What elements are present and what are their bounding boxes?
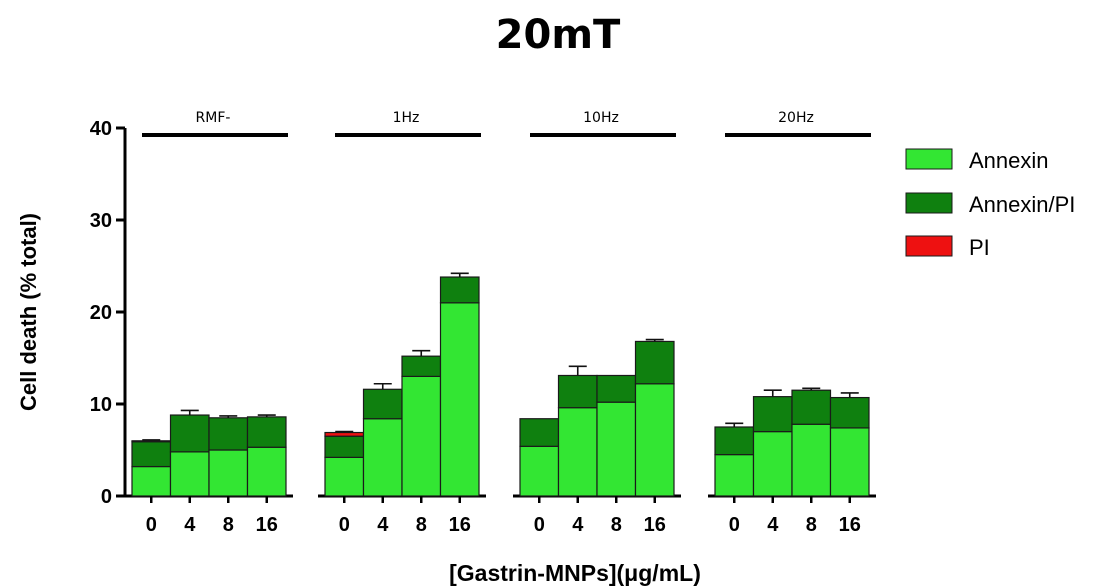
bar-segment [208,417,249,451]
x-tick-label: 8 [611,514,622,536]
bar-segment [596,401,637,497]
bar-segment [131,465,172,497]
legend-label: PI [969,235,990,260]
x-tick-label: 4 [572,514,584,536]
x-tick-label: 8 [223,514,234,536]
bar-segment [439,276,480,304]
chart-title: 20mT [495,12,621,58]
bar-segment [714,454,755,497]
x-tick-label: 16 [839,514,861,536]
bar-segment [557,407,598,497]
legend-swatch [905,235,953,257]
y-tick-label: 0 [101,486,112,508]
bar-segment [131,441,172,468]
group-label: 1Hz [393,110,420,126]
x-tick-label: 0 [339,514,350,536]
bar-segment [829,396,870,429]
y-tick-label: 10 [90,394,112,416]
x-tick-label: 0 [146,514,157,536]
bar-segment [791,389,832,425]
bar-segment [519,418,560,447]
bar-segment [519,445,560,497]
bar-segment [324,431,365,437]
y-tick-label: 20 [90,302,112,324]
x-tick-label: 16 [256,514,278,536]
bar-segment [634,383,675,497]
legend-label: Annexin [969,148,1049,173]
bar-segment [362,388,403,420]
bar-segment [752,396,793,433]
y-tick-label: 30 [90,210,112,232]
bar-segment [169,451,210,497]
x-axis-label: [Gastrin-MNPs](μg/mL) [449,560,701,586]
legend-swatch [905,148,953,170]
x-tick-label: 0 [534,514,545,536]
bar-segment [246,416,287,448]
legend-label: Annexin/PI [969,192,1075,217]
bar-segment [362,418,403,497]
x-tick-label: 16 [644,514,666,536]
bar-segment [401,375,442,497]
y-axis-label: Cell death (% total) [16,213,41,411]
x-tick-label: 8 [806,514,817,536]
x-tick-label: 8 [416,514,427,536]
bar-segment [714,426,755,456]
group-label: 20Hz [778,110,814,126]
bar-segment [557,374,598,409]
bar-segment [829,427,870,497]
group-label: 10Hz [583,110,619,126]
bar-segment [131,440,172,443]
y-tick-label: 40 [90,118,112,140]
bar-segment [401,355,442,378]
bar-segment [634,340,675,385]
bar-segment [439,302,480,497]
bar-segment [791,423,832,497]
x-tick-label: 4 [184,514,196,536]
x-tick-label: 4 [767,514,779,536]
bar-segment [324,435,365,458]
bar-segment [752,431,793,497]
bar-segment [246,446,287,497]
x-tick-label: 0 [729,514,740,536]
bar-segment [208,449,249,497]
bar-segment [169,414,210,453]
bar-segment [324,456,365,497]
legend-swatch [905,192,953,214]
bar-segment [596,374,637,403]
x-tick-label: 4 [377,514,389,536]
group-label: RMF- [196,110,231,126]
x-tick-label: 16 [449,514,471,536]
